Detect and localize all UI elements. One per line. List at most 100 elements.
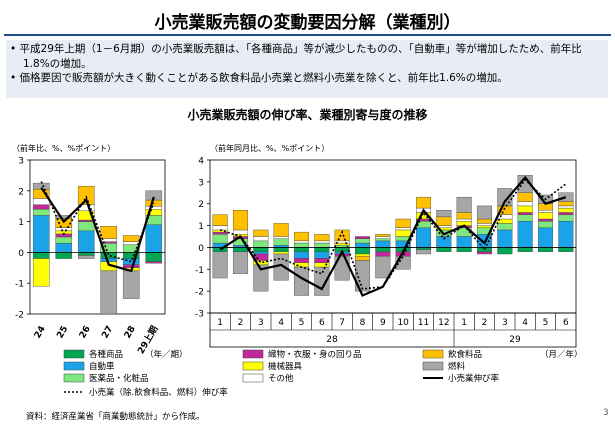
left-chart-growth-line [40,187,155,273]
right-chart-bar-segment [436,247,452,253]
legend-swatch [242,373,264,383]
right-chart-bar-segment [273,251,289,255]
right-chart-bar-segment [537,247,554,253]
legend-swatch [63,373,85,383]
right-chart-growth-line [219,175,567,297]
right-chart-bar-segment [517,201,533,207]
right-chart-x-tick-label: 1 [461,318,467,328]
legend-growth-ex-label: 小売業（除.飲食料品、燃料）伸び率 [89,387,228,398]
right-chart-x-tick-label: 5 [543,318,549,328]
right-chart-bar-segment [517,220,533,248]
right-chart-bar-segment [293,247,310,253]
left-chart-y-tick-label: 3 [18,157,24,167]
right-chart-bar-segment [456,218,472,222]
right-chart-bar-segment [476,225,493,228]
right-chart-bar-segment [517,175,533,193]
legend-label: 医薬品・化粧品 [89,373,149,384]
left-chart-bar-segment [55,227,73,232]
right-chart-bar-segment [212,247,228,253]
right-chart-bar-segment [537,220,554,228]
right-chart-year-label: 28 [326,335,338,345]
right-chart-bar-segment [456,247,472,253]
right-chart-bar-segment [314,242,330,248]
summary-bullet-2: • 価格要因で販売額が大きく動くことがある飲食料品小売業と燃料小売業を除くと、前… [10,72,508,84]
left-chart-bar-segment [32,258,50,287]
right-chart-bar-segment [517,192,533,202]
right-chart-bar-segment [212,231,228,235]
legend-unit-left: （年／期） [145,349,188,360]
left-chart-bar-segment [100,226,118,239]
summary-box: • 平成29年上期（1－6月期）の小売業販売額は、「各種商品」等が減少したものの… [6,40,608,98]
right-chart-bar-segment [293,258,310,263]
right-chart-bar-segment [314,266,330,296]
right-chart-bar-segment [253,240,269,248]
right-chart-bar-segment [517,247,533,253]
right-chart-bar-segment [517,214,533,222]
right-chart-bar-segment [375,247,391,253]
left-chart-bar-segment [55,252,73,259]
right-chart-bar-segment [558,192,574,202]
right-chart-bar-segment [476,218,493,224]
left-chart-x-tick-label: 26 [78,325,93,341]
right-chart-bar-segment [293,240,310,244]
right-chart-bar-segment [375,251,391,257]
right-chart-bar-segment [456,236,472,248]
left-chart-y-axis-title: （前年比、%、%ポイント） [12,143,115,153]
right-chart-year-label: 29 [509,335,521,345]
legend-label: 飲食料品 [448,349,482,360]
left-chart-y-tick-label: -2 [15,311,24,321]
right-chart-x-tick-label: 4 [278,318,284,328]
left-chart-bar-segment [32,215,50,253]
legend-swatch [63,349,85,359]
right-chart-bar-segment [293,251,310,259]
right-chart-x-tick-label: 1 [217,318,223,328]
right-chart-bar-segment [232,251,249,274]
right-chart-bar-segment [253,229,269,237]
title-divider [4,34,611,36]
left-chart-bar-segment [100,258,118,262]
right-chart-bar-segment [517,212,533,215]
left-chart-bar-segment [145,205,163,210]
right-chart-bar-segment [456,212,472,220]
legend-unit-right: （月／年） [540,349,583,360]
right-chart-bar-segment [558,214,574,222]
legend-label: 織物・衣服・身の回り品 [268,349,362,360]
left-chart-growth-ex-line [40,181,155,263]
right-chart-bar-segment [354,260,371,292]
right-chart-bar-segment [497,223,513,231]
right-chart-x-tick-label: 10 [397,318,409,328]
chart-subtitle: 小売業販売額の伸び率、業種別寄与度の推移 [187,108,428,122]
legend-swatch [422,349,444,359]
legend-swatch [422,361,444,371]
left-chart-bar-segment [32,252,50,259]
right-chart-x-tick-label: 7 [339,318,345,328]
right-chart-bar-segment [354,253,371,257]
left-chart-bar-segment [55,236,73,244]
right-chart-bar-segment [334,229,350,242]
page-title: 小売業販売額の変動要因分解（業種別） [154,13,461,33]
right-chart-bar-segment [497,188,513,207]
left-chart-bar-segment [145,261,163,264]
right-chart-x-tick-label: 6 [563,318,569,328]
left-chart-bar-segment [145,252,163,262]
legend-label: その他 [268,373,294,384]
right-chart-bar-segment [375,240,391,248]
right-chart-bar-segment [354,236,371,239]
right-chart-bar-segment [212,234,228,244]
right-chart-bar-segment [232,247,249,253]
right-chart-bar-segment [314,251,330,259]
right-chart-bar-segment [375,255,391,279]
left-chart-bar-segment [32,204,50,210]
right-chart-bar-segment [395,227,411,231]
left-chart-bar-segment [122,241,140,245]
left-chart-plot-frame [29,159,166,315]
right-chart-bar-segment [476,251,493,255]
left-chart-bar-segment [77,219,95,222]
right-chart-bar-segment [395,229,411,237]
right-chart-bar-segment [375,236,391,239]
right-chart-bar-segment [314,247,330,253]
left-chart-bar-segment [77,185,95,205]
right-chart-bar-segment [273,238,289,246]
right-chart-x-tick-label: 4 [522,318,528,328]
